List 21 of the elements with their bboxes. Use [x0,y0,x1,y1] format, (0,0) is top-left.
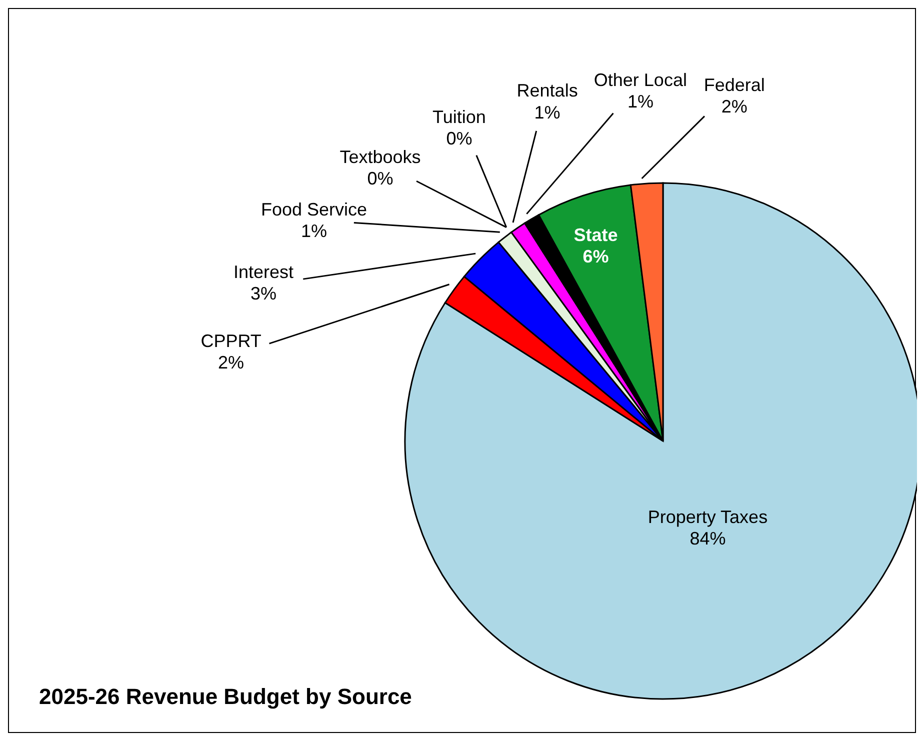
data-label: 6% [582,246,609,267]
slice-label: Rentals [516,80,578,101]
slice-label: Federal [704,74,765,95]
data-label: 2% [721,96,748,116]
data-label: 1% [627,91,654,112]
data-label: 2% [218,352,244,373]
slice-label: CPPRT [200,331,262,352]
slice-label: Property Taxes [648,506,768,527]
text: 0% [446,128,472,148]
slice-label: State [574,225,618,246]
data-label: 1% [534,102,560,122]
data-label: 3% [250,283,277,304]
category-label: Tuition [432,106,486,127]
text: 0% [367,168,394,189]
category-label: Textbooks [340,147,421,168]
text: 2025-26 Revenue Budget by Source [39,684,412,709]
slice-label: Other Local [594,70,687,90]
slice-label: Food Service [260,199,368,220]
data-label: 1% [300,221,327,242]
data-label: 84% [690,528,726,548]
slice-label: Interest [233,262,294,282]
